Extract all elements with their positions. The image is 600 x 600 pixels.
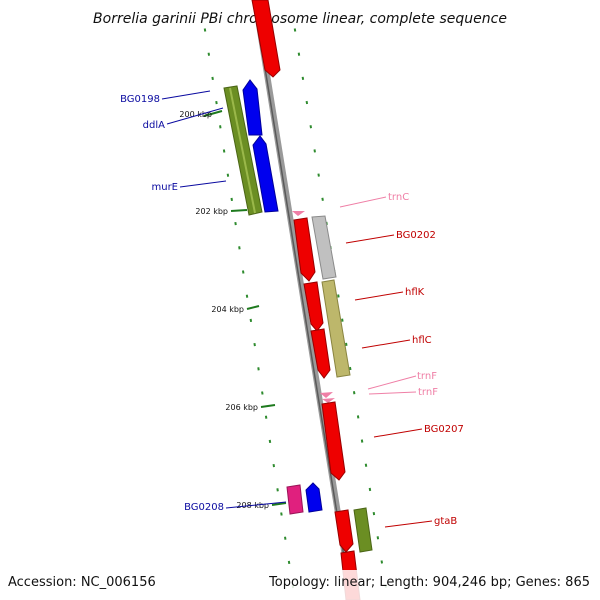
tick-track-right xyxy=(293,28,387,588)
gene-hflK[interactable] xyxy=(303,281,324,332)
leader-BG0207 xyxy=(373,428,423,438)
leader-trnC xyxy=(339,196,387,208)
scale-tick-202 xyxy=(230,209,248,212)
gene-bar-murE-cog-highlight xyxy=(229,87,256,214)
gene-hflC[interactable] xyxy=(310,328,331,379)
chromosome-backbone-edge xyxy=(253,0,352,600)
scale-tick-206 xyxy=(260,404,276,408)
topology-label: Topology: linear; Length: 904,246 bp; Ge… xyxy=(268,575,590,590)
gene-ddlA[interactable] xyxy=(242,79,263,136)
scale-label-204kbp: 204 kbp xyxy=(211,305,244,314)
gene-gtaB[interactable] xyxy=(334,509,354,553)
gene-hflKC-cog[interactable] xyxy=(321,279,351,378)
leader-trnF-1 xyxy=(367,375,417,390)
gene-BG0202-cog[interactable] xyxy=(311,215,337,280)
gene-BG0202[interactable] xyxy=(293,217,316,282)
gene-BG0207[interactable] xyxy=(321,401,346,481)
leader-BG0198 xyxy=(161,90,211,100)
scale-label-202kbp: 202 kbp xyxy=(195,207,228,216)
gene-murE[interactable] xyxy=(252,135,279,213)
leader-ddlA xyxy=(166,107,224,125)
scale-label-206kbp: 206 kbp xyxy=(225,403,258,412)
label-trnF-1[interactable]: trnF xyxy=(417,371,437,382)
gene-top-red[interactable] xyxy=(251,0,281,78)
gene-BG0208-neighbor[interactable] xyxy=(305,482,323,513)
leader-trnF-2 xyxy=(368,391,417,395)
accession-label: Accession: NC_006156 xyxy=(8,575,156,590)
leader-BG0208 xyxy=(225,501,287,509)
label-BG0208[interactable]: BG0208 xyxy=(184,502,224,513)
label-BG0207[interactable]: BG0207 xyxy=(424,424,464,435)
leader-murE xyxy=(179,180,227,188)
label-trnF-2[interactable]: trnF xyxy=(418,387,438,398)
label-trnC[interactable]: trnC xyxy=(388,192,409,203)
tick-track-left xyxy=(203,28,295,589)
scale-label-200kbp: 200 kbp xyxy=(179,110,212,119)
scale-tick-200 xyxy=(203,110,223,117)
gene-gtaB-cog[interactable] xyxy=(353,507,373,553)
scale-tick-204 xyxy=(246,305,260,310)
footer-backdrop xyxy=(0,570,600,600)
gene-trnC[interactable] xyxy=(292,211,305,216)
gene-trnF-1[interactable] xyxy=(320,392,333,398)
leader-gtaB xyxy=(384,520,433,528)
label-BG0202[interactable]: BG0202 xyxy=(396,230,436,241)
scale-tick-208 xyxy=(271,502,287,506)
map-title: Borrelia garinii PBi chromosome linear, … xyxy=(93,11,507,27)
label-gtaB[interactable]: gtaB xyxy=(434,516,457,527)
gene-BG0208[interactable] xyxy=(286,484,304,515)
label-hflK[interactable]: hflK xyxy=(405,287,425,298)
label-ddlA[interactable]: ddlA xyxy=(143,120,165,131)
gene-trnF-2[interactable] xyxy=(322,398,335,403)
leader-hflK xyxy=(354,291,404,301)
leader-BG0202 xyxy=(345,234,395,244)
chromosome-backbone xyxy=(252,0,355,600)
label-BG0198[interactable]: BG0198 xyxy=(120,94,160,105)
leader-hflC xyxy=(361,339,411,349)
label-murE[interactable]: murE xyxy=(151,182,178,193)
label-hflC[interactable]: hflC xyxy=(412,335,432,346)
